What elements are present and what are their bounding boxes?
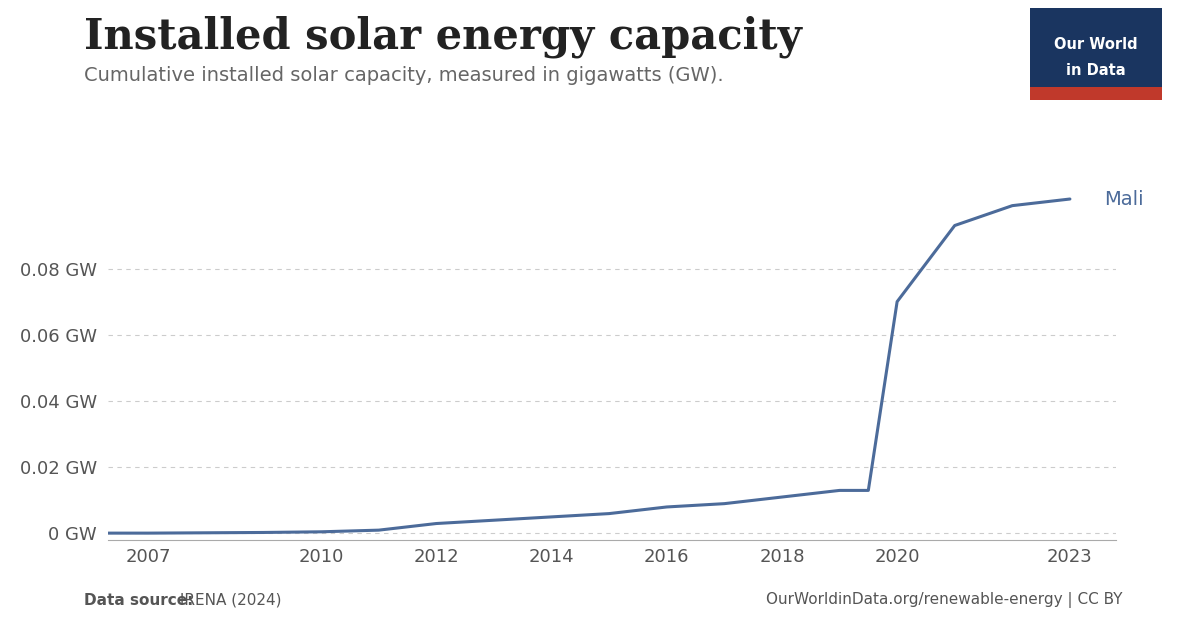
Text: Mali: Mali: [1104, 190, 1144, 208]
Text: IRENA (2024): IRENA (2024): [175, 593, 282, 608]
FancyBboxPatch shape: [1030, 87, 1162, 100]
Text: Installed solar energy capacity: Installed solar energy capacity: [84, 16, 802, 58]
Text: in Data: in Data: [1066, 63, 1126, 78]
Text: OurWorldinData.org/renewable-energy | CC BY: OurWorldinData.org/renewable-energy | CC…: [766, 592, 1122, 608]
Text: Data source:: Data source:: [84, 593, 193, 608]
Text: Our World: Our World: [1054, 37, 1138, 52]
FancyBboxPatch shape: [1030, 8, 1162, 100]
Text: Cumulative installed solar capacity, measured in gigawatts (GW).: Cumulative installed solar capacity, mea…: [84, 66, 724, 85]
